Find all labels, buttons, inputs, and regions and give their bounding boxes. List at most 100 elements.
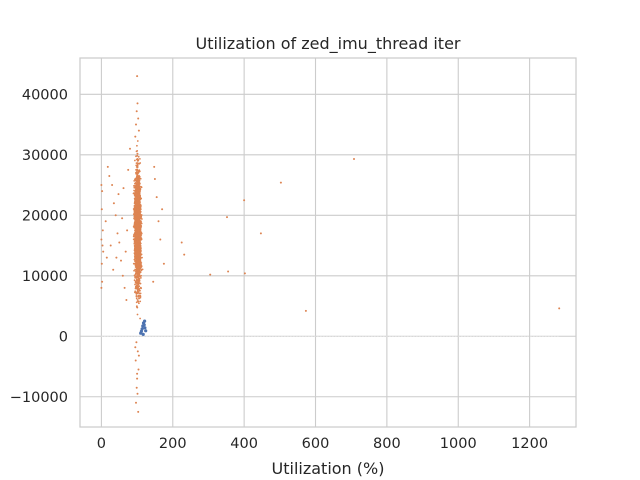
scatter-point <box>139 300 142 303</box>
scatter-point <box>140 222 143 225</box>
scatter-point <box>134 200 137 203</box>
scatter-point <box>153 178 156 180</box>
scatter-point <box>138 183 141 185</box>
scatter-point <box>135 401 137 404</box>
scatter-point <box>136 305 138 307</box>
scatter-point <box>140 287 143 290</box>
scatter-point <box>133 269 136 272</box>
scatter-point <box>140 277 142 279</box>
scatter-point <box>136 226 139 228</box>
scatter-point <box>133 224 136 227</box>
scatter-point <box>133 279 136 282</box>
scatter-point <box>226 216 228 219</box>
scatter-point <box>137 214 139 217</box>
scatter-point <box>135 162 138 165</box>
scatter-point <box>136 175 139 178</box>
y-tick-label: 0 <box>59 329 68 345</box>
scatter-point <box>137 129 140 132</box>
scatter-point <box>136 392 139 395</box>
scatter-point <box>136 350 139 353</box>
scatter-point <box>140 253 143 256</box>
scatter-point <box>136 182 139 185</box>
scatter-point <box>136 372 139 375</box>
scatter-point <box>139 267 142 270</box>
scatter-point <box>137 197 140 200</box>
scatter-point <box>112 202 115 205</box>
scatter-point <box>126 229 129 232</box>
scatter-point <box>139 242 142 245</box>
scatter-point <box>135 180 138 183</box>
scatter-point <box>136 163 139 166</box>
scatter-point <box>137 279 139 281</box>
scatter-point <box>134 192 137 194</box>
scatter-point <box>142 323 146 327</box>
scatter-point <box>136 144 138 147</box>
scatter-point <box>135 150 138 153</box>
scatter-point <box>136 288 139 291</box>
x-tick-label: 400 <box>230 436 258 452</box>
scatter-point <box>243 199 246 202</box>
plot-frame <box>79 57 577 428</box>
scatter-point <box>135 245 138 248</box>
scatter-point <box>139 271 142 274</box>
scatter-point <box>137 194 140 196</box>
scatter-point <box>133 202 136 205</box>
scatter-point <box>136 160 139 162</box>
scatter-point <box>120 259 122 262</box>
scatter-point <box>139 216 142 219</box>
y-tick-label: −10000 <box>10 390 68 406</box>
scatter-point <box>139 235 141 237</box>
scatter-point <box>139 187 142 190</box>
scatter-point <box>106 165 109 168</box>
scatter-point <box>139 177 142 180</box>
scatter-point <box>102 250 105 253</box>
scatter-point <box>134 218 137 221</box>
scatter-point <box>139 208 142 211</box>
scatter-point <box>136 185 139 188</box>
scatter-point <box>134 211 136 213</box>
scatter-point <box>141 332 145 336</box>
scatter-point <box>104 220 107 223</box>
scatter-point <box>137 155 140 158</box>
scatter-point <box>140 226 142 229</box>
scatter-point <box>136 152 139 155</box>
scatter-point <box>140 238 143 241</box>
scatter-point <box>138 228 140 230</box>
scatter-point <box>137 242 139 245</box>
scatter-point <box>155 196 158 199</box>
scatter-point <box>135 207 137 210</box>
scatter-point <box>136 285 139 287</box>
scatter-point <box>134 208 137 211</box>
scatter-point <box>135 240 138 243</box>
scatter-point <box>137 282 139 284</box>
scatter-point <box>139 296 142 299</box>
scatter-point <box>140 265 143 267</box>
scatter-point <box>141 218 143 220</box>
scatter-point <box>135 213 137 216</box>
scatter-point <box>183 253 186 256</box>
scatter-point <box>134 159 136 162</box>
scatter-point <box>134 190 137 193</box>
scatter-point <box>138 251 141 254</box>
scatter-point <box>108 175 111 177</box>
scatter-point <box>152 280 155 283</box>
scatter-point <box>117 193 120 196</box>
scatter-point <box>137 261 140 263</box>
scatter-point <box>137 224 140 227</box>
scatter-point <box>134 244 137 247</box>
scatter-point <box>135 110 138 113</box>
scatter-point <box>138 245 141 248</box>
scatter-point <box>134 217 137 220</box>
scatter-point <box>136 234 139 237</box>
scatter-point <box>136 154 139 157</box>
scatter-point <box>100 184 103 186</box>
scatter-points-cluster <box>132 140 144 320</box>
chart-title: Utilization of zed_imu_thread iter <box>195 34 460 54</box>
scatter-point <box>125 299 128 301</box>
scatter-point <box>137 189 140 192</box>
scatter-point <box>138 295 141 297</box>
scatter-point <box>135 291 138 294</box>
scatter-points <box>100 75 561 413</box>
scatter-point <box>135 265 138 268</box>
scatter-point <box>115 256 118 259</box>
